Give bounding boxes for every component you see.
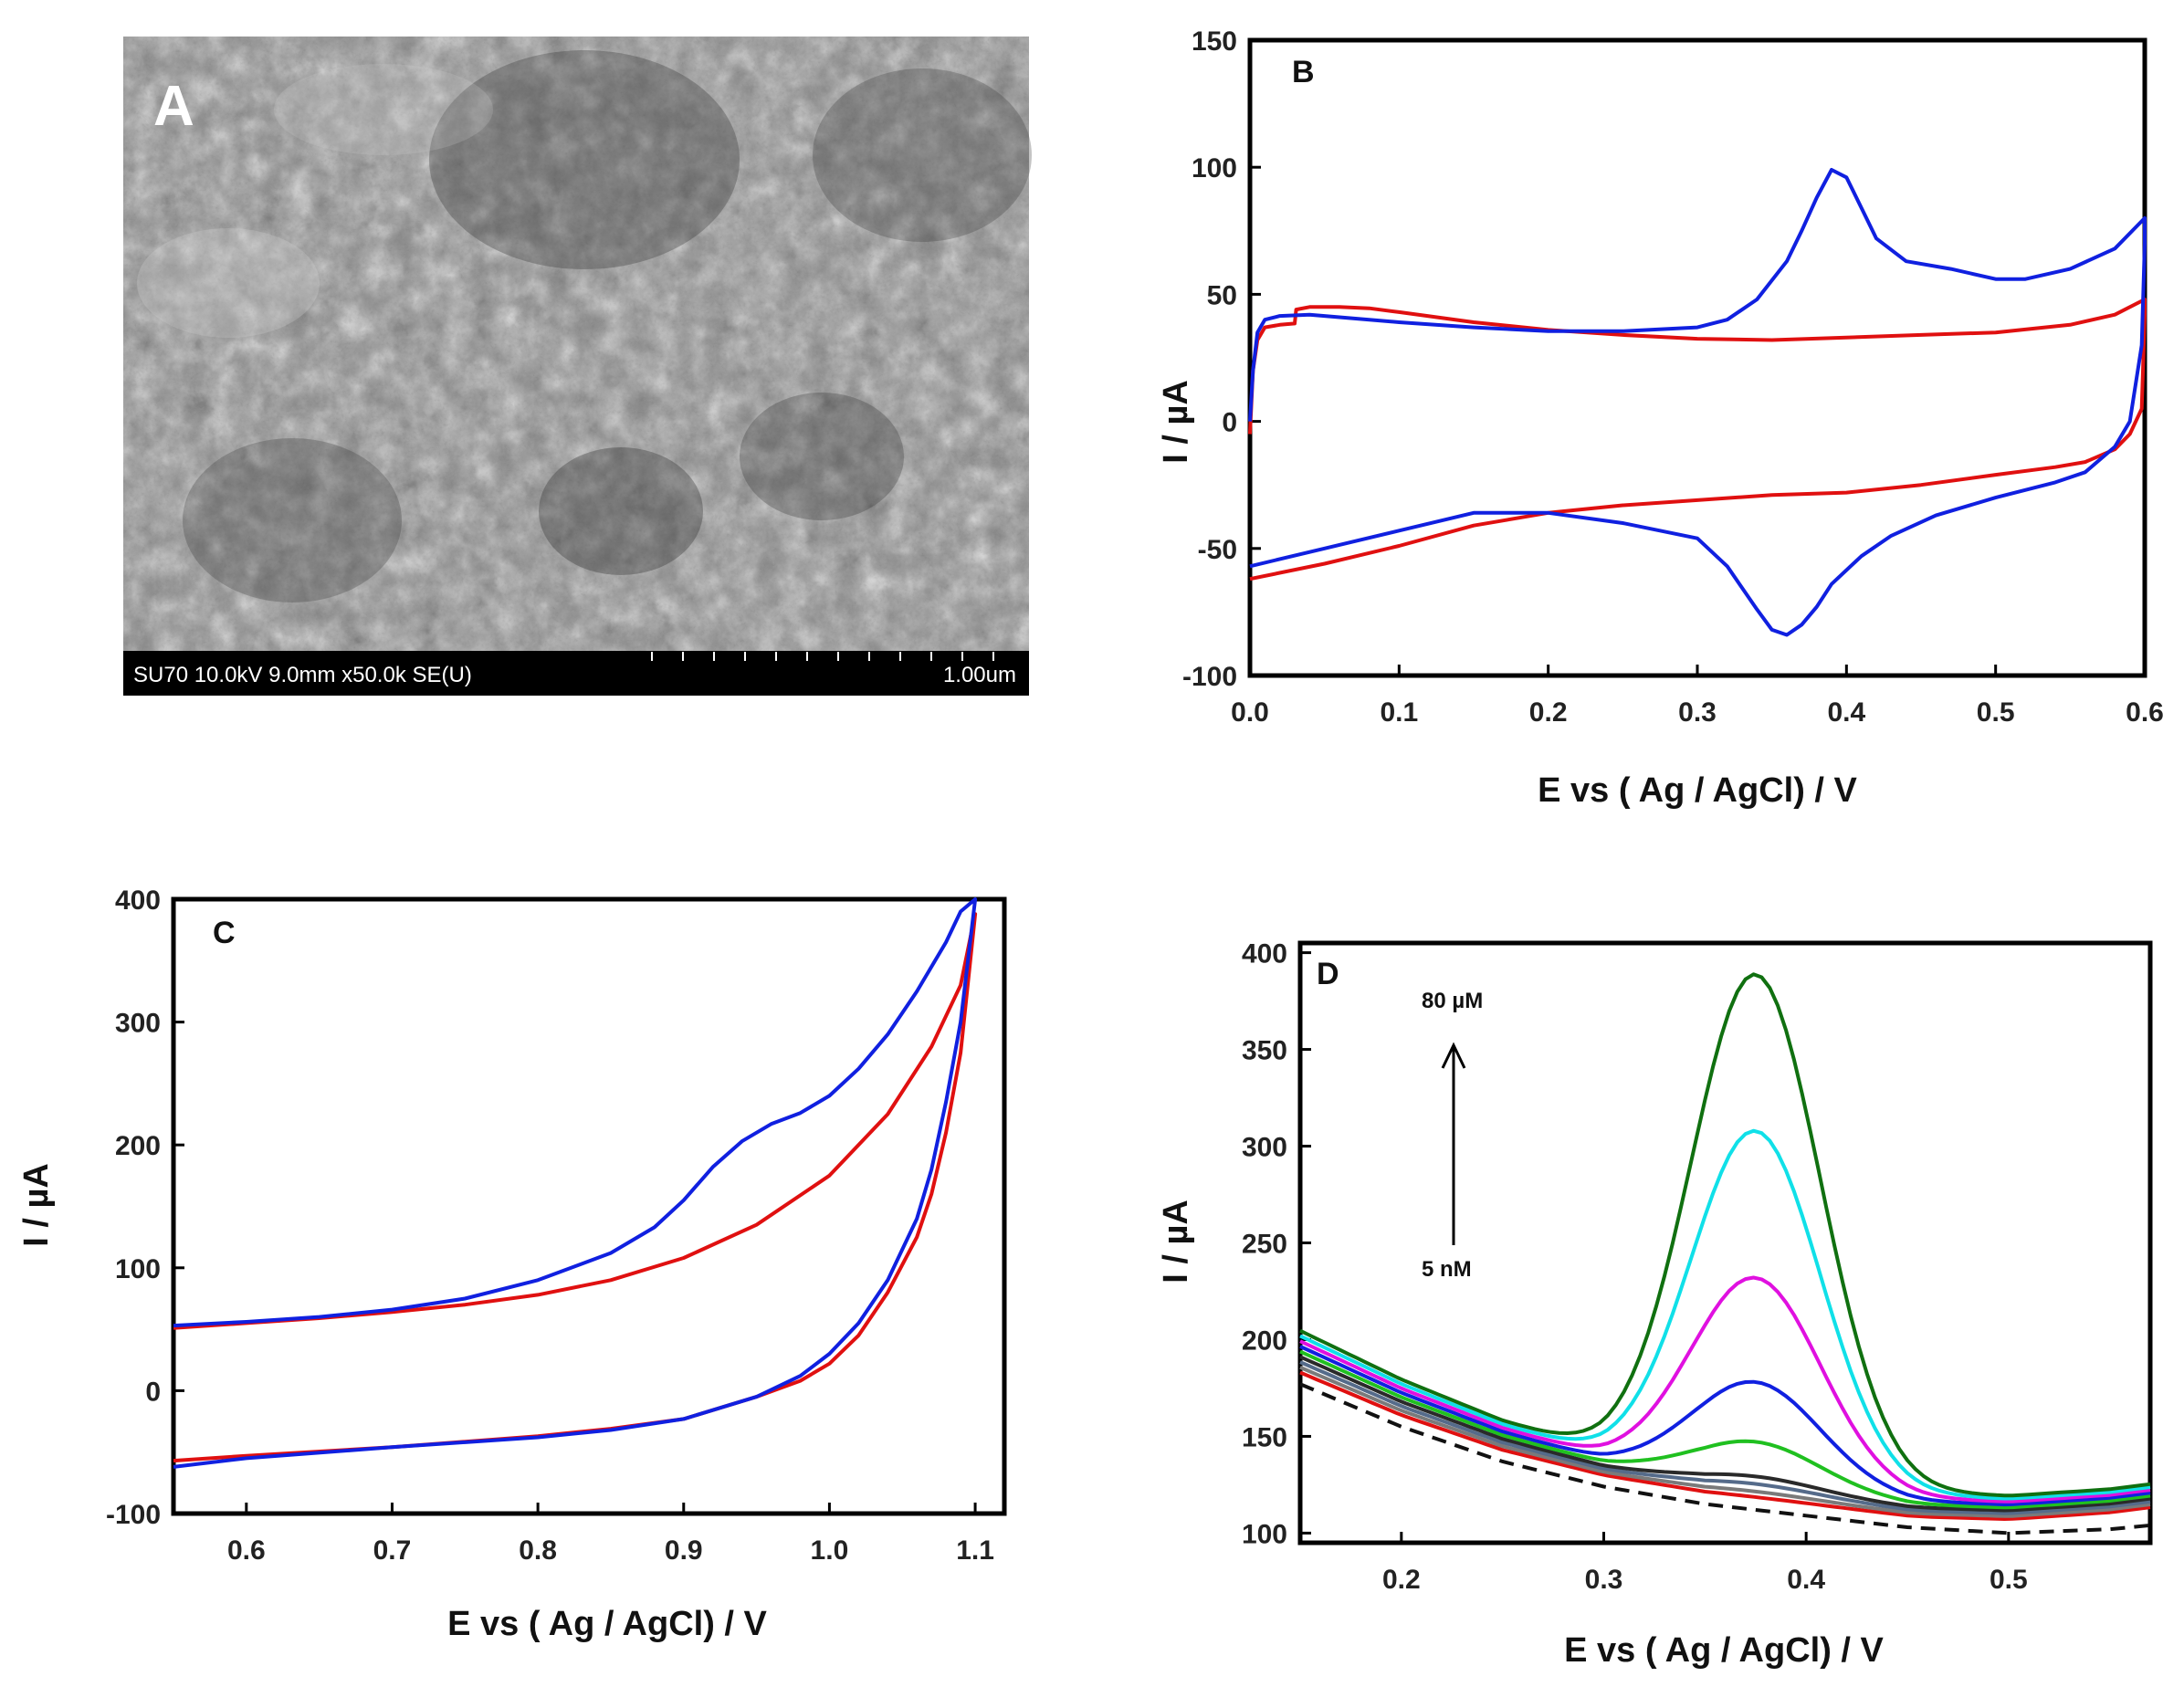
panel-d-x-tick-label: 0.3 (1585, 1565, 1623, 1595)
panel-c-chart: 0.6 0.7 0.8 0.9 1.0 1.1 -100 0 100 200 300 400 C E … (17, 885, 1007, 1643)
panel-d-series-line (1299, 1360, 2151, 1515)
panel-d-series-line (1299, 1370, 2151, 1521)
panel-b-xlabel: E vs ( Ag / AgCl) / V (1538, 771, 1857, 810)
panel-c-y-tick-label: 400 (115, 885, 161, 916)
sem-bright-region (137, 228, 320, 338)
panel-a-letter: A (153, 75, 194, 138)
panel-d-x-tick-label: 0.2 (1382, 1565, 1421, 1595)
panel-d-chart: 0.2 0.3 0.4 0.5 100 150 200 250 300 350 400 D 80 µ… (1157, 939, 2153, 1670)
panel-d-series-line (1299, 1275, 2151, 1504)
panel-d-x-tick-label: 0.4 (1787, 1565, 1825, 1595)
panel-b-x-tick-label: 0.1 (1380, 697, 1418, 728)
panel-d-y-tick-label: 400 (1242, 939, 1287, 969)
panel-d-series-line (1299, 1128, 2151, 1501)
panel-d-ylabel: I / µA (1157, 1200, 1195, 1284)
panel-c-series-red (173, 912, 978, 1463)
panel-c-ticks: 0.6 0.7 0.8 0.9 1.0 1.1 -100 0 100 200 300 400 (106, 885, 994, 1566)
panel-c-x-tick-label: 0.8 (519, 1535, 557, 1566)
sem-info-bar (123, 651, 1029, 696)
panel-d-series-line (1299, 972, 2151, 1498)
panel-d-series (1299, 972, 2151, 1535)
panel-c-x-tick-label: 0.7 (373, 1535, 412, 1566)
panel-c-x-tick-label: 0.6 (227, 1535, 266, 1566)
panel-c-y-tick-label: 200 (115, 1131, 161, 1161)
sem-dark-region (539, 447, 703, 575)
panel-c-plot-frame (171, 896, 1007, 1516)
panel-d-xlabel: E vs ( Ag / AgCl) / V (1564, 1631, 1884, 1670)
panel-c-x-tick-label: 1.0 (811, 1535, 849, 1566)
panel-b-x-tick-label: 0.6 (2126, 697, 2164, 728)
sem-bright-region (274, 64, 493, 155)
panel-b-x-tick-label: 0.4 (1827, 697, 1865, 728)
panel-b-y-tick-label: -100 (1182, 662, 1237, 692)
panel-c-series (173, 897, 978, 1469)
panel-d-y-tick-label: 200 (1242, 1326, 1287, 1356)
panel-d-series-line (1299, 1345, 2151, 1507)
panel-c-series-blue (173, 897, 978, 1469)
panel-b-series-red (1248, 298, 2147, 582)
panel-d-letter: D (1317, 957, 1339, 991)
panel-d-y-tick-label: 150 (1242, 1422, 1287, 1452)
sem-dark-region (183, 438, 402, 602)
panel-d-annotation-top: 80 µM (1422, 989, 1483, 1013)
panel-b-x-tick-label: 0.5 (1977, 697, 2015, 728)
panel-d-y-tick-label: 350 (1242, 1036, 1287, 1066)
panel-c-xlabel: E vs ( Ag / AgCl) / V (447, 1605, 767, 1643)
panel-d-y-tick-label: 300 (1242, 1133, 1287, 1163)
sem-dark-region (813, 68, 1032, 242)
panel-b-x-tick-label: 0.3 (1678, 697, 1717, 728)
panel-b-x-tick-label: 0.2 (1529, 697, 1568, 728)
panel-b-ticks: 0.0 0.1 0.2 0.3 0.4 0.5 0.6 -100 -50 0 50 100 150 (1182, 26, 2164, 728)
panel-c-y-tick-label: 0 (145, 1377, 161, 1407)
panel-d-y-tick-label: 100 (1242, 1519, 1287, 1549)
sem-scale-ticks (651, 652, 994, 661)
panel-d-series-line (1299, 1349, 2151, 1510)
sem-info-text: SU70 10.0kV 9.0mm x50.0k SE(U) (133, 663, 472, 687)
panel-c-y-tick-label: 100 (115, 1254, 161, 1284)
sem-dark-region (740, 393, 904, 520)
panel-d-annotation-bottom: 5 nM (1422, 1257, 1472, 1282)
panel-b-letter: B (1292, 55, 1315, 89)
panel-b-ylabel: I / µA (1157, 380, 1195, 464)
panel-c-y-tick-label: 300 (115, 1009, 161, 1039)
panel-b-series-blue (1248, 168, 2147, 637)
increase-arrow-icon (1441, 1042, 1466, 1245)
panel-a-sem-image: A SU70 10.0kV 9.0mm x50.0k SE(U) 1.00um (123, 37, 1032, 696)
panel-d-series-line (1299, 1365, 2151, 1518)
sem-scale-label: 1.00um (943, 663, 1016, 687)
panel-d-series-line (1299, 1355, 2151, 1513)
panel-b-y-tick-label: 100 (1192, 153, 1237, 183)
panel-c-ylabel: I / µA (17, 1163, 56, 1247)
panel-b-plot-frame (1247, 37, 2147, 678)
panel-b-y-tick-label: 150 (1192, 26, 1237, 57)
panel-d-plot-frame (1297, 940, 2153, 1546)
panel-c-x-tick-label: 1.1 (956, 1535, 994, 1566)
panel-d-x-tick-label: 0.5 (1990, 1565, 2028, 1595)
panel-c-x-tick-label: 0.9 (665, 1535, 703, 1566)
panel-b-series (1248, 168, 2147, 637)
panel-c-y-tick-label: -100 (106, 1500, 161, 1530)
panel-d-y-tick-label: 250 (1242, 1230, 1287, 1260)
panel-c-letter: C (213, 916, 236, 950)
panel-b-y-tick-label: -50 (1198, 535, 1237, 565)
sem-fibers (123, 37, 1029, 651)
panel-b-y-tick-label: 0 (1222, 408, 1237, 438)
sem-dark-region (429, 50, 740, 269)
panel-b-x-tick-label: 0.0 (1231, 697, 1269, 728)
panel-b-y-tick-label: 50 (1207, 280, 1237, 310)
